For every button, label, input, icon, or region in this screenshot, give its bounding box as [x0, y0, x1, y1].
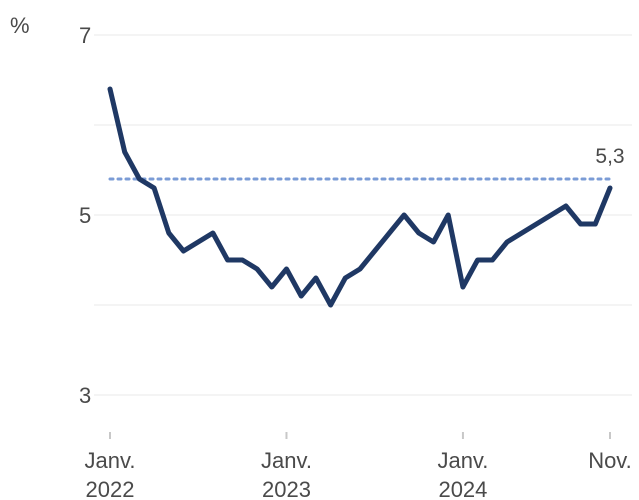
x-tick-label: Nov. [588, 448, 632, 473]
series-group [107, 86, 613, 308]
last-value-label: 5,3 [595, 145, 624, 168]
y-axis-unit-label: % [10, 13, 30, 38]
y-tick-label: 5 [79, 203, 91, 228]
x-tick-label: Janv. [261, 448, 312, 473]
gridlines [94, 34, 632, 396]
x-axis: Janv. 2022 Janv. 2023 Janv. 2024 Nov. [85, 432, 632, 500]
x-tick-label-year: 2022 [86, 477, 135, 500]
x-tick-label: Janv. [85, 448, 136, 473]
y-tick-label: 7 [79, 23, 91, 48]
x-tick-label: Janv. [437, 448, 488, 473]
y-axis: 3 5 7 [79, 23, 91, 408]
x-tick-label-year: 2024 [438, 477, 487, 500]
x-tick-label-year: 2023 [262, 477, 311, 500]
series-line [107, 86, 613, 308]
y-tick-label: 3 [79, 383, 91, 408]
